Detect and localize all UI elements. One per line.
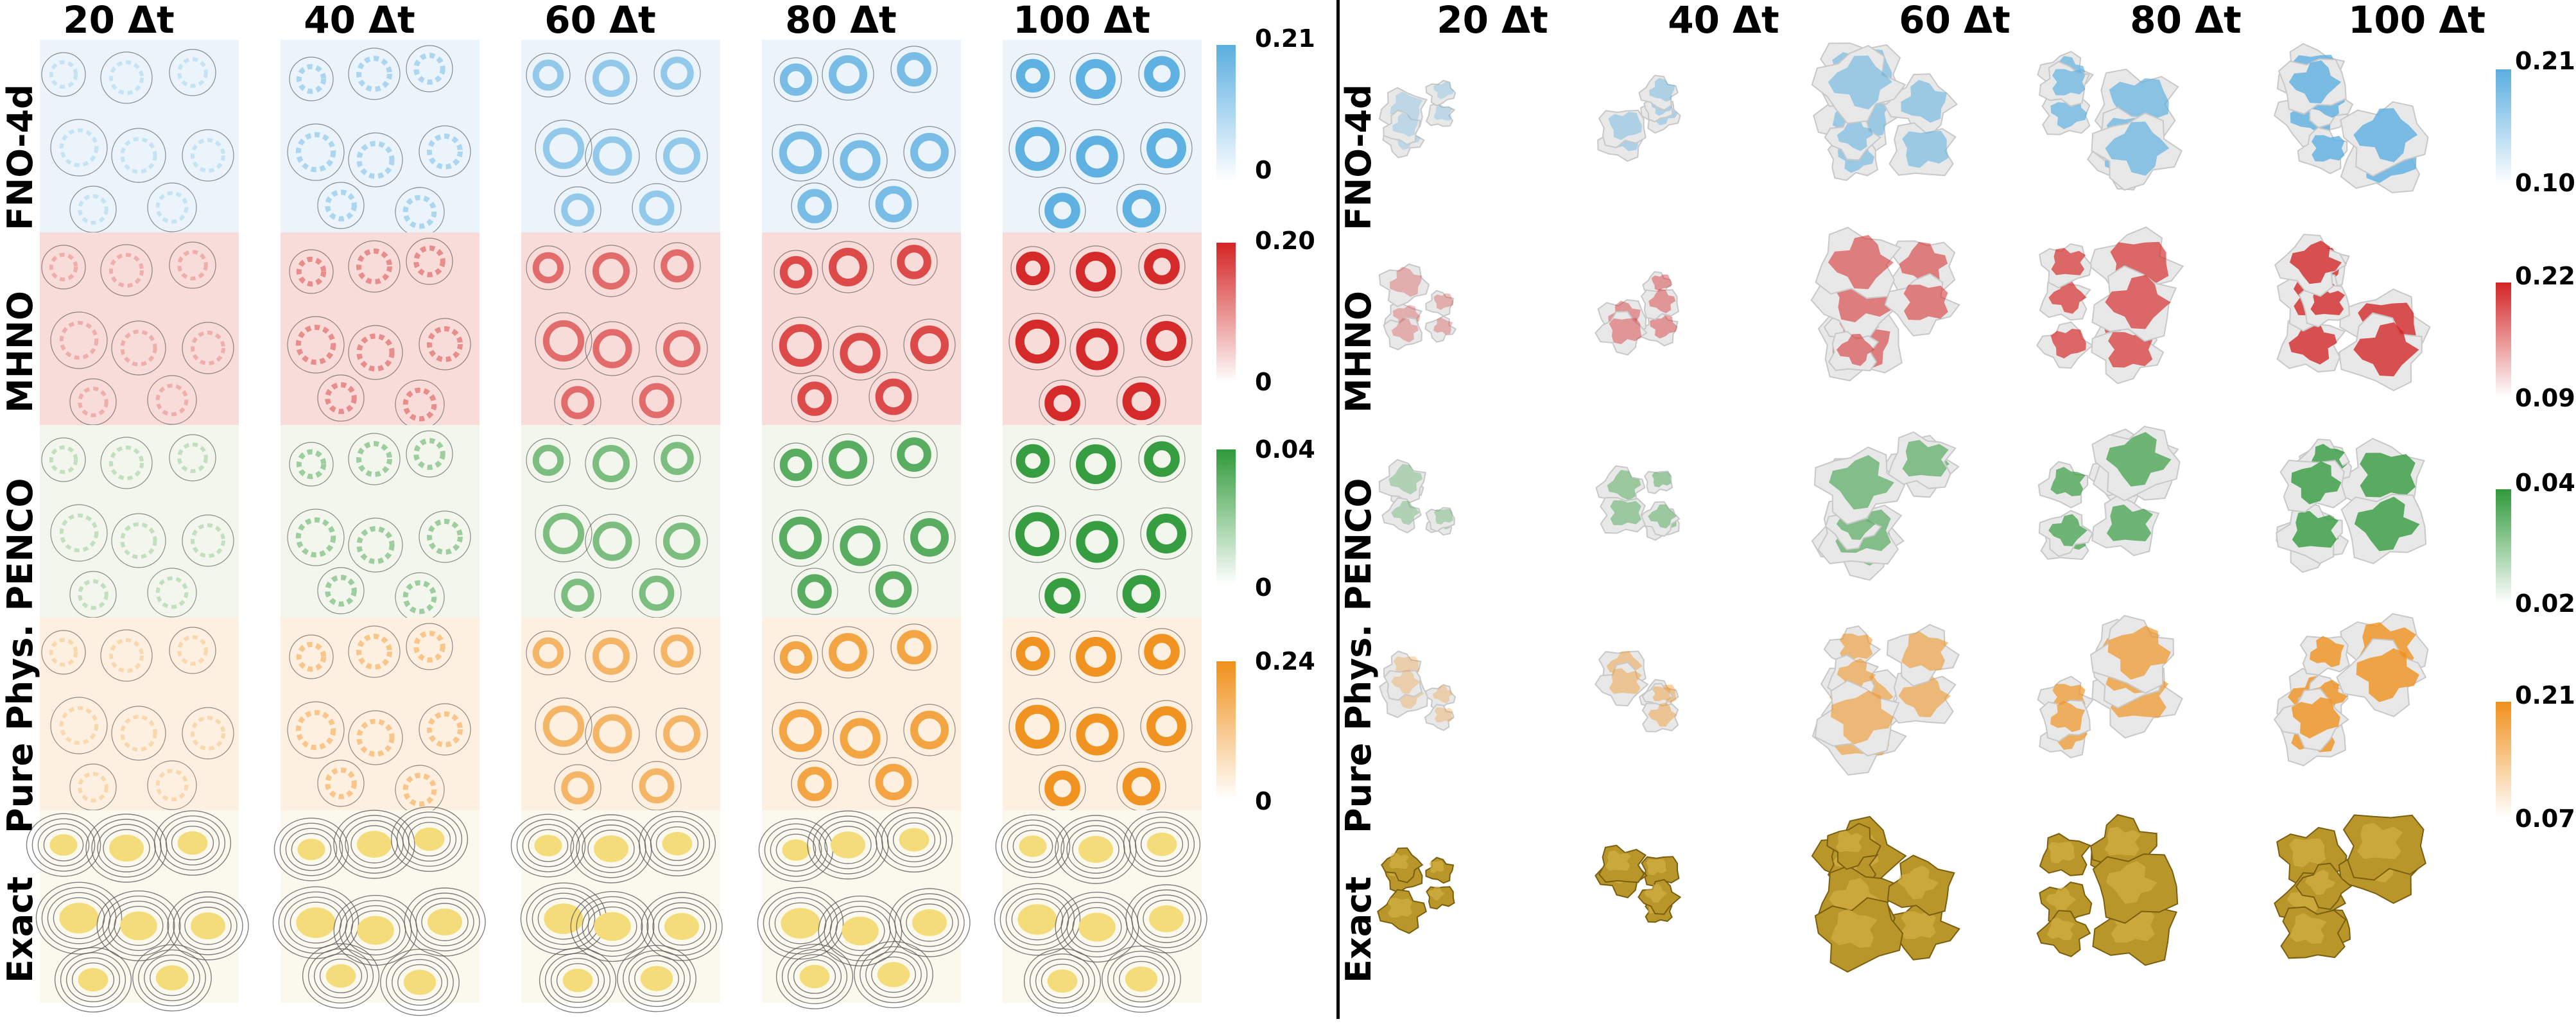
colorbar-3d-purephys-max: 0.21 bbox=[2515, 681, 2575, 709]
isosurface-mhno-5 bbox=[2274, 234, 2431, 392]
isosurface-penco-1 bbox=[1378, 458, 1455, 536]
isosurface-fno4d-4 bbox=[2037, 51, 2183, 191]
slice-fno4d-4 bbox=[762, 40, 961, 232]
colorbar-3d-purephys bbox=[2496, 702, 2511, 817]
colorbar-3d-purephys-min: 0.07 bbox=[2515, 804, 2575, 833]
isosurface-exact-1 bbox=[1377, 847, 1455, 934]
slice-purephys-3 bbox=[521, 618, 720, 812]
isosurface-penco-4 bbox=[2037, 426, 2181, 561]
colorbar-2d-penco bbox=[1216, 449, 1236, 584]
colorbar-3d-penco-max: 0.04 bbox=[2515, 469, 2575, 497]
isosurface-exact-5 bbox=[2274, 814, 2426, 959]
col-title-3d-80: 80 Δt bbox=[2130, 0, 2242, 42]
isosurface-fno4d-5 bbox=[2273, 42, 2429, 194]
isosurface-purephys-1 bbox=[1379, 650, 1457, 731]
colorbar-2d-fno4d-max: 0.21 bbox=[1255, 24, 1315, 53]
colorbar-3d-mhno-min: 0.09 bbox=[2515, 384, 2575, 412]
slice-fno4d-5 bbox=[1003, 40, 1202, 234]
isosurface-mhno-1 bbox=[1378, 263, 1457, 351]
colorbar-3d-fno4d-max: 0.21 bbox=[2515, 47, 2575, 75]
col-title-3d-100: 100 Δt bbox=[2348, 0, 2485, 42]
colorbar-2d-mhno-max: 0.20 bbox=[1255, 227, 1315, 255]
isosurface-purephys-3 bbox=[1811, 623, 1960, 776]
slice-exact-4 bbox=[757, 807, 971, 1009]
colorbar-2d-purephys-min: 0 bbox=[1255, 787, 1272, 815]
slice-exact-3 bbox=[510, 810, 723, 1013]
isosurface-penco-2 bbox=[1595, 465, 1681, 541]
slice-mhno-5 bbox=[1003, 232, 1202, 427]
isosurface-mhno-4 bbox=[2036, 226, 2184, 385]
isosurface-exact-2 bbox=[1595, 844, 1682, 923]
colorbar-3d-fno4d bbox=[2496, 69, 2511, 185]
colorbar-2d-fno4d bbox=[1216, 45, 1236, 181]
colorbar-3d-mhno bbox=[2496, 283, 2511, 397]
col-title-3d-40: 40 Δt bbox=[1668, 0, 1779, 42]
slice-mhno-3 bbox=[521, 232, 720, 426]
slice-exact-1 bbox=[26, 810, 249, 1013]
isosurface-mhno-2 bbox=[1595, 271, 1680, 356]
colorbar-2d-penco-max: 0.04 bbox=[1255, 435, 1315, 464]
colorbar-3d-mhno-max: 0.22 bbox=[2515, 262, 2575, 290]
slice-fno4d-2 bbox=[281, 40, 480, 237]
slice-mhno-2 bbox=[281, 232, 480, 430]
isosurface-mhno-3 bbox=[1810, 227, 1960, 381]
col-title-2d-40: 40 Δt bbox=[304, 0, 415, 42]
isosurface-fno4d-1 bbox=[1378, 80, 1457, 159]
col-title-2d-80: 80 Δt bbox=[785, 0, 897, 42]
slice-purephys-5 bbox=[1003, 618, 1202, 812]
col-title-2d-20: 20 Δt bbox=[63, 0, 175, 42]
isosurface-exact-4 bbox=[2036, 813, 2179, 966]
slice-purephys-2 bbox=[281, 618, 480, 815]
colorbar-2d-purephys-max: 0.24 bbox=[1255, 647, 1315, 675]
slice-penco-4 bbox=[762, 425, 961, 618]
isosurface-penco-5 bbox=[2276, 437, 2427, 573]
isosurface-purephys-2 bbox=[1595, 650, 1679, 733]
col-title-2d-60: 60 Δt bbox=[544, 0, 656, 42]
colorbar-2d-mhno bbox=[1216, 243, 1236, 383]
slice-exact-2 bbox=[272, 806, 486, 1016]
colorbar-2d-purephys bbox=[1216, 661, 1236, 799]
col-title-3d-20: 20 Δt bbox=[1437, 0, 1548, 42]
slice-purephys-1 bbox=[40, 618, 239, 811]
col-title-3d-60: 60 Δt bbox=[1899, 0, 2010, 42]
isosurface-purephys-4 bbox=[2037, 614, 2183, 759]
isosurface-penco-3 bbox=[1811, 431, 1960, 581]
slice-penco-5 bbox=[1003, 425, 1202, 620]
isosurface-fno4d-2 bbox=[1597, 74, 1681, 162]
slice-penco-3 bbox=[521, 425, 720, 619]
colorbar-3d-fno4d-min: 0.10 bbox=[2515, 169, 2575, 197]
slice-exact-5 bbox=[994, 810, 1207, 1014]
col-title-2d-100: 100 Δt bbox=[1013, 0, 1150, 42]
slice-penco-2 bbox=[281, 425, 480, 622]
colorbar-2d-mhno-min: 0 bbox=[1255, 368, 1272, 396]
panel-divider bbox=[1336, 0, 1340, 1019]
slice-mhno-1 bbox=[40, 232, 239, 426]
slice-fno4d-1 bbox=[40, 40, 239, 233]
colorbar-3d-penco bbox=[2496, 489, 2511, 604]
isosurface-exact-3 bbox=[1811, 815, 1960, 973]
slice-purephys-4 bbox=[762, 618, 961, 810]
slice-fno4d-3 bbox=[521, 40, 720, 234]
slice-penco-1 bbox=[40, 425, 239, 618]
colorbar-2d-fno4d-min: 0 bbox=[1255, 156, 1272, 184]
isosurface-purephys-5 bbox=[2273, 613, 2429, 767]
slice-mhno-4 bbox=[762, 232, 961, 425]
colorbar-3d-penco-min: 0.02 bbox=[2515, 589, 2575, 618]
isosurface-fno4d-3 bbox=[1811, 42, 1958, 181]
colorbar-2d-penco-min: 0 bbox=[1255, 573, 1272, 602]
